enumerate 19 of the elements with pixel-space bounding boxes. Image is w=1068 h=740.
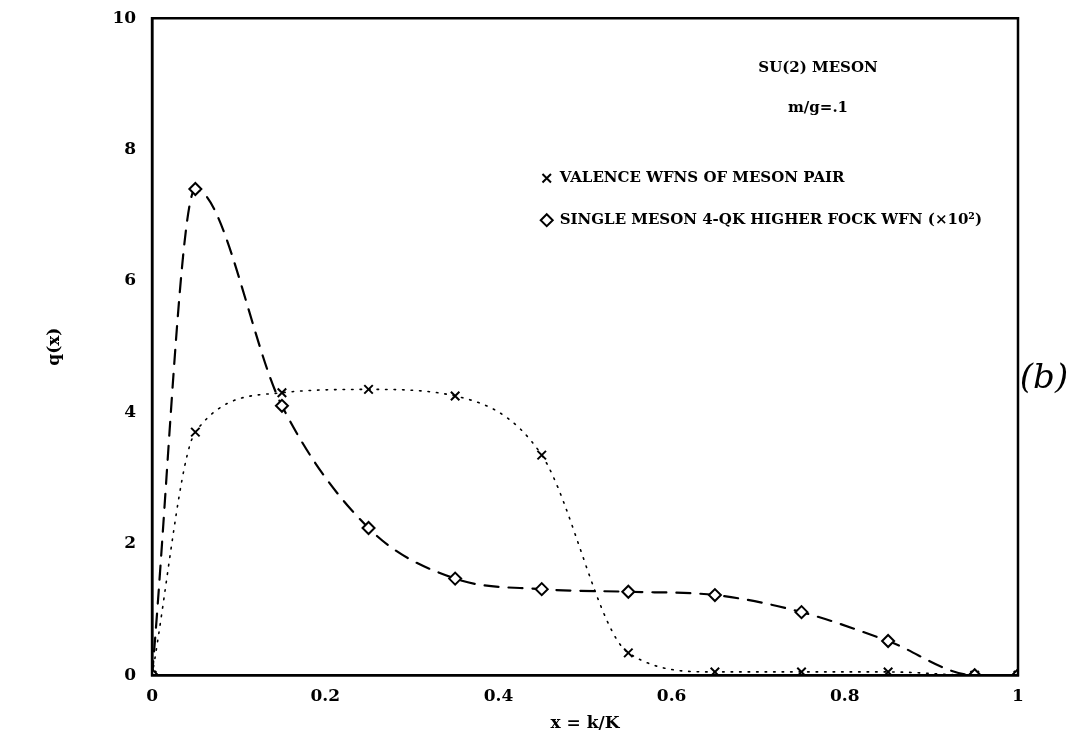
y-tick-label: 4 xyxy=(124,400,137,421)
y-tick-label: 6 xyxy=(124,269,137,290)
x-tick-label: 0.8 xyxy=(830,684,860,705)
x-tick-label: 0 xyxy=(146,684,159,705)
y-tick-label: 2 xyxy=(124,532,137,553)
x-tick-label: 0.4 xyxy=(483,684,514,705)
x-axis-title: x = k/K xyxy=(550,712,621,733)
x-tick-label: 0.2 xyxy=(310,684,341,705)
annotation: SU(2) MESON xyxy=(758,58,878,77)
y-tick-label: 10 xyxy=(112,6,137,27)
y-axis-title: q(x) xyxy=(42,327,63,366)
y-tick-label: 8 xyxy=(124,138,137,159)
legend-label: SINGLE MESON 4-QK HIGHER FOCK WFN (×10²) xyxy=(559,210,983,229)
annotation: m/g=.1 xyxy=(787,98,849,117)
y-tick-label: 0 xyxy=(124,663,137,684)
x-tick-label: 1 xyxy=(1012,684,1024,705)
legend-label: VALENCE WFNS OF MESON PAIR xyxy=(558,168,846,187)
text: (b) xyxy=(1019,356,1068,397)
x-tick-label: 0.6 xyxy=(656,684,687,705)
